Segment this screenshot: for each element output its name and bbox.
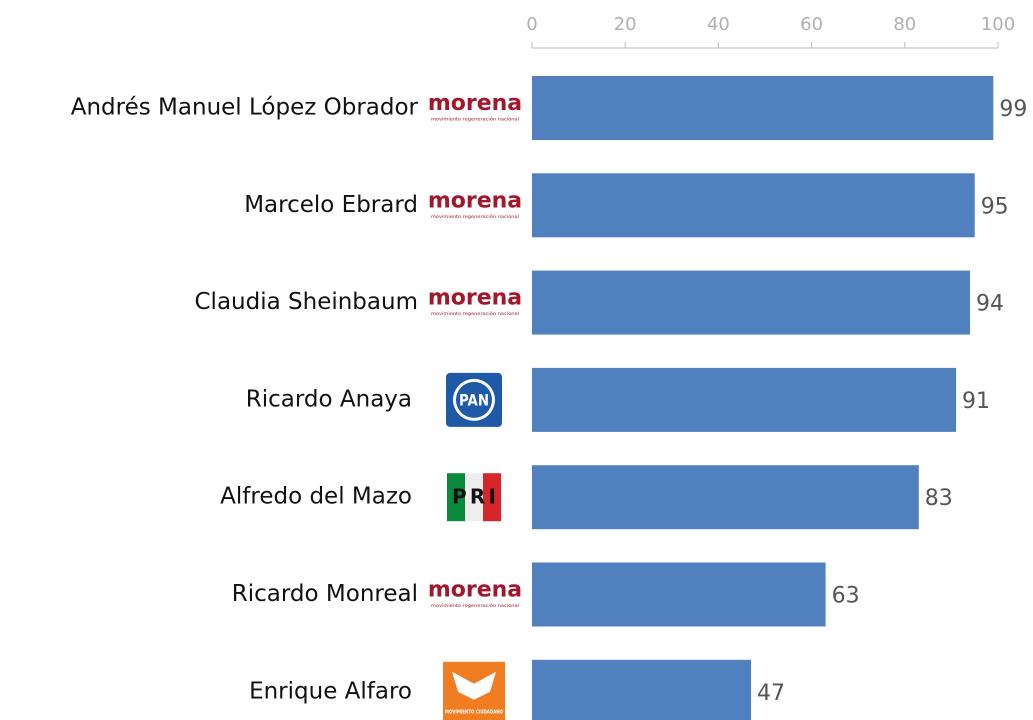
bar bbox=[532, 270, 971, 335]
logo-white bbox=[465, 473, 483, 522]
x-tick-label: 100 bbox=[981, 14, 1015, 35]
value-label: 83 bbox=[925, 486, 953, 511]
x-tick-label: 0 bbox=[526, 14, 537, 35]
logo-red bbox=[483, 473, 501, 522]
category-label: Claudia Sheinbaum bbox=[195, 289, 419, 315]
logo-text: PRI bbox=[452, 485, 496, 509]
logo-tagline: movimiento regeneración nacional bbox=[431, 213, 519, 220]
x-tick-label: 20 bbox=[614, 14, 637, 35]
bar bbox=[532, 659, 752, 720]
category-label: Alfredo del Mazo bbox=[220, 484, 412, 510]
value-label: 63 bbox=[832, 584, 860, 609]
x-tick-label: 40 bbox=[707, 14, 730, 35]
logo-text: morena bbox=[428, 188, 522, 213]
logo-ring bbox=[456, 381, 492, 418]
logo-eagle bbox=[452, 671, 496, 700]
bar bbox=[532, 562, 826, 627]
category-label: Marcelo Ebrard bbox=[244, 192, 418, 218]
category-label: Ricardo Monreal bbox=[232, 581, 418, 607]
category-label: Andrés Manuel López Obrador bbox=[71, 95, 419, 121]
x-tick-label: 80 bbox=[893, 14, 916, 35]
party-logo: PAN bbox=[446, 372, 502, 427]
bar bbox=[532, 76, 994, 140]
logo-text: morena bbox=[428, 91, 522, 116]
logo-tagline: movimiento regeneración nacional bbox=[431, 116, 519, 123]
bar bbox=[532, 173, 975, 238]
category-label: Enrique Alfaro bbox=[249, 678, 412, 704]
logo-tagline: movimiento regeneración nacional bbox=[431, 310, 519, 317]
logo-text: PAN bbox=[459, 390, 489, 409]
party-logo: MOVIMIENTO CIUDADANO bbox=[443, 661, 505, 720]
logo-tagline: movimiento regeneración nacional bbox=[431, 602, 519, 609]
logo-green bbox=[447, 473, 465, 522]
logo-text: MOVIMIENTO CIUDADANO bbox=[445, 709, 503, 715]
logo-text: morena bbox=[428, 578, 522, 603]
bar bbox=[532, 367, 957, 432]
value-label: 47 bbox=[757, 681, 785, 706]
x-tick-label: 60 bbox=[800, 14, 823, 35]
logo-text: morena bbox=[428, 286, 522, 311]
value-label: 91 bbox=[962, 389, 990, 414]
category-label: Ricardo Anaya bbox=[246, 386, 412, 412]
value-label: 94 bbox=[976, 292, 1004, 317]
value-label: 99 bbox=[999, 97, 1027, 122]
value-label: 95 bbox=[981, 194, 1009, 219]
party-logo: PRI bbox=[447, 473, 501, 522]
bar bbox=[532, 465, 919, 530]
